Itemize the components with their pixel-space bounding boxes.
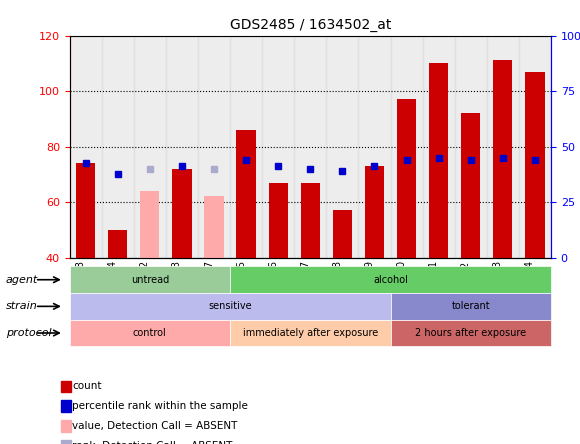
Text: 2 hours after exposure: 2 hours after exposure xyxy=(415,328,526,338)
Bar xyxy=(70,36,101,258)
Text: count: count xyxy=(72,381,102,391)
Text: tolerant: tolerant xyxy=(451,301,490,311)
Text: immediately after exposure: immediately after exposure xyxy=(242,328,378,338)
Text: control: control xyxy=(133,328,166,338)
Bar xyxy=(204,196,224,258)
Bar xyxy=(525,71,545,258)
Bar xyxy=(423,36,455,258)
Bar xyxy=(76,163,95,258)
Bar xyxy=(461,113,480,258)
Bar xyxy=(429,63,448,258)
Text: protocol: protocol xyxy=(6,328,52,338)
Bar xyxy=(134,36,166,258)
Bar xyxy=(198,36,230,258)
Bar xyxy=(397,99,416,258)
Bar xyxy=(390,36,423,258)
Bar xyxy=(140,191,160,258)
Bar xyxy=(294,36,327,258)
Bar xyxy=(230,36,262,258)
Bar xyxy=(455,36,487,258)
Bar xyxy=(237,130,256,258)
Bar xyxy=(333,210,352,258)
Text: sensitive: sensitive xyxy=(208,301,252,311)
Bar xyxy=(493,60,513,258)
Bar xyxy=(172,169,191,258)
Text: value, Detection Call = ABSENT: value, Detection Call = ABSENT xyxy=(72,421,238,431)
Bar xyxy=(269,182,288,258)
Bar xyxy=(327,36,358,258)
Bar xyxy=(519,36,551,258)
Bar xyxy=(262,36,294,258)
Bar xyxy=(166,36,198,258)
Text: agent: agent xyxy=(6,275,38,285)
Bar xyxy=(365,166,384,258)
Bar xyxy=(102,36,134,258)
Title: GDS2485 / 1634502_at: GDS2485 / 1634502_at xyxy=(230,18,391,32)
Text: untread: untread xyxy=(130,275,169,285)
Text: alcohol: alcohol xyxy=(373,275,408,285)
Bar xyxy=(108,230,128,258)
Text: rank, Detection Call = ABSENT: rank, Detection Call = ABSENT xyxy=(72,441,233,444)
Bar xyxy=(358,36,390,258)
Text: strain: strain xyxy=(6,301,38,311)
Text: percentile rank within the sample: percentile rank within the sample xyxy=(72,401,248,411)
Bar xyxy=(487,36,519,258)
Bar xyxy=(300,182,320,258)
